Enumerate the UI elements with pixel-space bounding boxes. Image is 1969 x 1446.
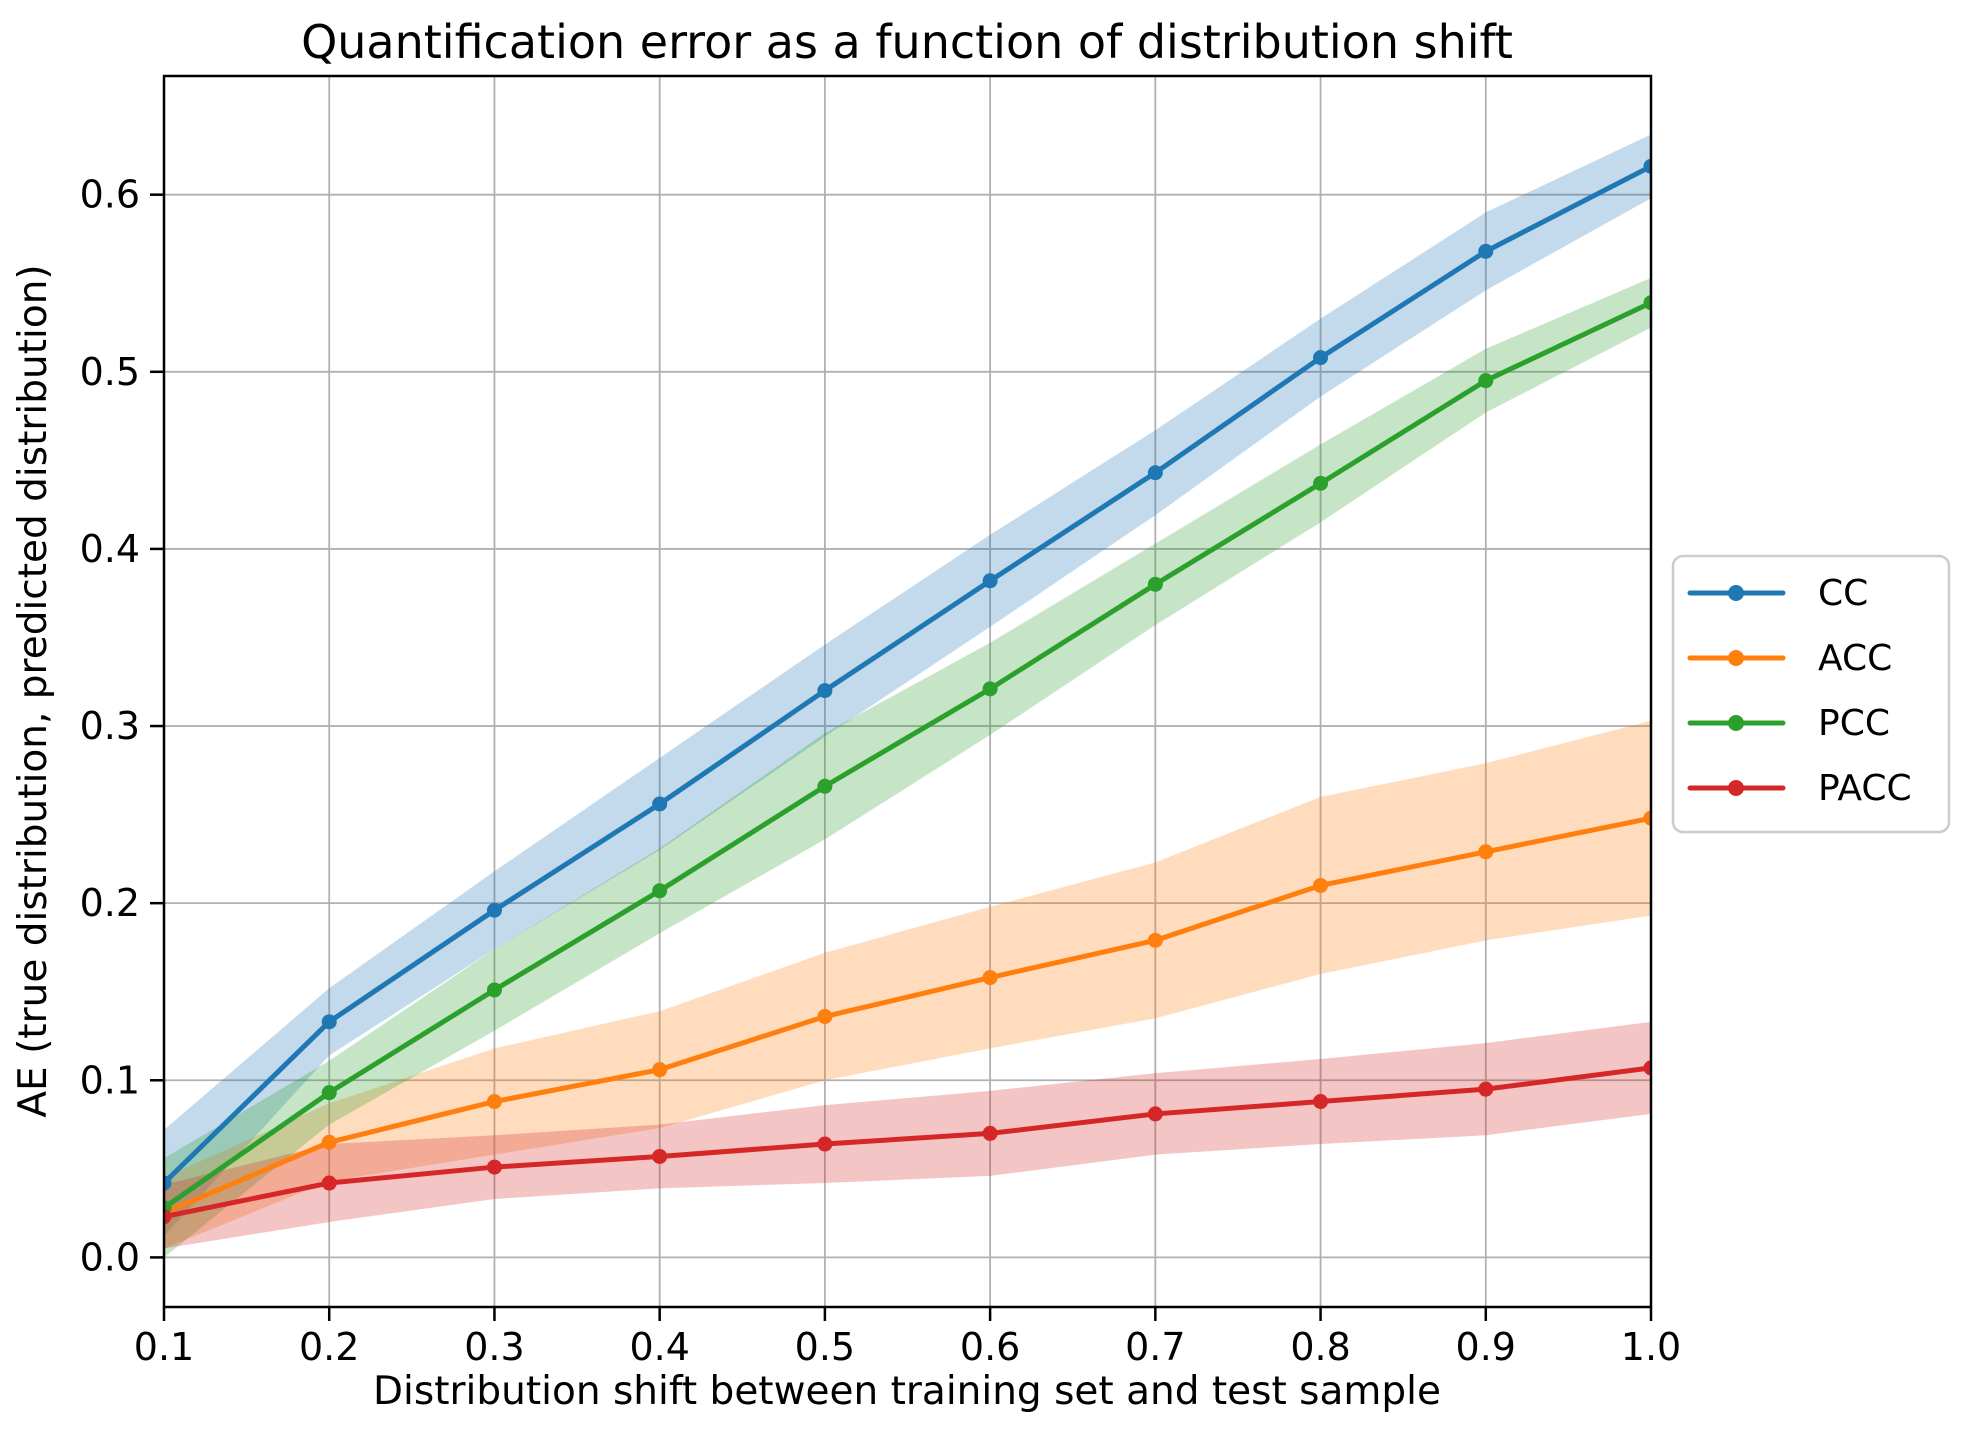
- x-tick-label: 0.5: [795, 1325, 855, 1369]
- confidence-band-ACC: [164, 720, 1651, 1249]
- data-point-ACC: [982, 970, 998, 986]
- legend-swatch-dot-PCC: [1728, 715, 1744, 731]
- y-tick-label: 0.2: [80, 881, 140, 925]
- data-point-PCC: [1478, 373, 1494, 389]
- data-point-PCC: [817, 778, 833, 794]
- confidence-band-CC: [164, 134, 1651, 1237]
- x-tick-label: 0.2: [299, 1325, 359, 1369]
- data-point-CC: [1643, 158, 1651, 174]
- data-point-CC: [486, 902, 502, 918]
- data-point-PACC: [652, 1148, 668, 1164]
- series-line-PCC: [164, 300, 1651, 1211]
- data-point-PACC: [321, 1175, 337, 1191]
- tick-layer: 0.1 0.2 0.3 0.4 0.5 0.6 0.7 0.8 0.9 1.0 0.0 0.1 0.2 0…: [80, 173, 1682, 1369]
- data-point-PCC: [1313, 475, 1329, 491]
- legend-swatch-dot-ACC: [1728, 650, 1744, 666]
- data-point-CC: [1313, 350, 1329, 366]
- y-tick-label: 0.1: [80, 1058, 140, 1102]
- legend: CC ACC PCC PACC: [1671, 554, 1951, 834]
- legend-swatch-dot-CC: [1728, 585, 1744, 601]
- y-tick-label: 0.0: [80, 1235, 140, 1279]
- confidence-band-PCC: [164, 277, 1651, 1258]
- data-point-CC: [817, 683, 833, 699]
- chart-title: Quantification error as a function of di…: [301, 15, 1513, 69]
- x-tick-label: 0.7: [1125, 1325, 1185, 1369]
- x-axis-label: Distribution shift between training set …: [373, 1369, 1441, 1414]
- data-point-CC: [164, 1175, 172, 1191]
- y-tick-label: 0.3: [80, 704, 140, 748]
- data-point-ACC: [1643, 810, 1651, 826]
- legend-entry-CC: CC: [1687, 573, 1868, 614]
- y-tick-label: 0.5: [80, 350, 140, 394]
- data-point-ACC: [321, 1134, 337, 1150]
- data-point-CC: [982, 573, 998, 589]
- legend-entry-PCC: PCC: [1687, 703, 1890, 744]
- data-point-CC: [1147, 465, 1163, 481]
- data-point-PCC: [1643, 295, 1651, 311]
- data-point-ACC: [1313, 877, 1329, 893]
- confidence-band-PACC: [164, 1021, 1651, 1249]
- data-point-CC: [652, 796, 668, 812]
- series-line-ACC: [164, 815, 1651, 1216]
- legend-box: [1671, 554, 1951, 834]
- y-tick-label: 0.6: [80, 173, 140, 217]
- y-tick-label: 0.4: [80, 527, 140, 571]
- legend-label-PCC: PCC: [1818, 703, 1890, 744]
- legend-entry-PACC: PACC: [1687, 768, 1912, 809]
- legend-label-CC: CC: [1818, 573, 1868, 614]
- x-tick-label: 0.9: [1456, 1325, 1516, 1369]
- series-line-layer: [164, 158, 1651, 1225]
- legend-label-PACC: PACC: [1818, 768, 1912, 809]
- data-point-PACC: [164, 1209, 172, 1225]
- x-tick-label: 0.1: [134, 1325, 194, 1369]
- series-line-PACC: [164, 1065, 1651, 1220]
- data-point-PCC: [1147, 576, 1163, 592]
- data-point-ACC: [1147, 932, 1163, 948]
- data-point-ACC: [486, 1094, 502, 1110]
- data-point-CC: [321, 1014, 337, 1030]
- x-tick-label: 0.3: [464, 1325, 524, 1369]
- data-point-PACC: [817, 1136, 833, 1152]
- x-tick-label: 1.0: [1621, 1325, 1681, 1369]
- data-point-PACC: [982, 1125, 998, 1141]
- confidence-band-layer: [164, 134, 1651, 1258]
- data-point-PACC: [1478, 1081, 1494, 1097]
- data-point-PACC: [486, 1159, 502, 1175]
- data-point-CC: [1478, 243, 1494, 259]
- x-tick-label: 0.6: [960, 1325, 1020, 1369]
- plot-border: [162, 74, 1653, 1309]
- data-point-PCC: [982, 681, 998, 697]
- data-point-PACC: [1313, 1094, 1329, 1110]
- legend-swatch-dot-PACC: [1728, 780, 1744, 796]
- data-point-PCC: [321, 1085, 337, 1101]
- data-point-PACC: [1147, 1106, 1163, 1122]
- x-tick-label: 0.4: [629, 1325, 689, 1369]
- data-point-PCC: [652, 883, 668, 899]
- data-point-ACC: [817, 1009, 833, 1025]
- series-line-CC: [164, 163, 1651, 1186]
- data-point-ACC: [652, 1062, 668, 1078]
- legend-label-ACC: ACC: [1818, 638, 1892, 679]
- legend-entry-ACC: ACC: [1687, 638, 1892, 679]
- y-axis-label: AE (true distribution, predicted distrib…: [11, 264, 56, 1117]
- axes-spines: [162, 74, 1653, 1309]
- data-point-ACC: [1478, 844, 1494, 860]
- x-tick-label: 0.8: [1290, 1325, 1350, 1369]
- data-point-PCC: [486, 982, 502, 998]
- data-point-PACC: [1643, 1060, 1651, 1076]
